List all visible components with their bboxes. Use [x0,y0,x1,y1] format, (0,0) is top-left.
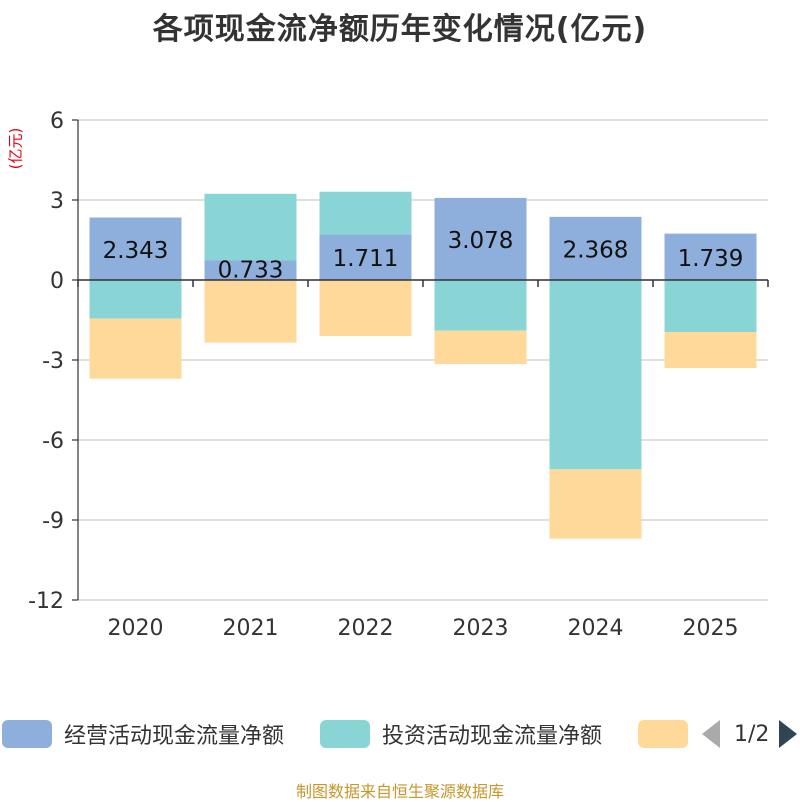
x-tick-label: 2020 [108,616,164,641]
bar-investing-2023 [434,280,527,331]
bars: 2.343 0.733 1.711 3.078 2.368 1.739 [89,191,757,539]
data-label-operating-2023: 3.078 [448,228,514,254]
y-tick-label: -3 [42,349,64,374]
bar-financing-2021 [204,280,297,343]
legend-swatch-operating [2,720,52,748]
bar-financing-2025 [664,332,757,368]
data-label-operating-2022: 1.711 [333,246,399,272]
next-page-icon[interactable] [779,720,798,748]
legend-label-investing: 投资活动现金流量净额 [382,724,603,749]
y-tick-label: -6 [42,429,64,454]
x-tick-label: 2022 [338,616,394,641]
bar-investing-2022 [319,191,412,235]
bar-investing-2024 [549,280,642,470]
prev-page-icon[interactable] [702,720,720,748]
x-tick-label: 2021 [223,616,279,641]
bar-operating-2025 [664,233,757,280]
x-tick-label: 2025 [683,616,739,641]
bar-investing-2020 [89,280,182,319]
data-source-note: 制图数据来自恒生聚源数据库 [295,782,504,801]
bar-operating-2023 [434,197,527,280]
bar-operating-2020 [89,217,182,280]
y-tick-label: 3 [50,189,64,214]
bar-operating-2021 [204,260,297,280]
data-label-operating-2021: 0.733 [218,257,284,283]
y-tick-label: 0 [50,269,64,294]
axes: 6 3 0 -3 -6 -9 -12 2020 2021 2022 2023 2024 2025 [28,109,769,641]
legend-item-operating[interactable]: 经营活动现金流量净额 [2,716,284,752]
data-label-operating-2025: 1.739 [678,246,744,272]
x-tick-label: 2024 [568,616,624,641]
legend-page-indicator: 1/2 [734,721,770,747]
bar-operating-2024 [549,216,642,280]
legend-label-operating: 经营活动现金流量净额 [64,724,285,749]
data-label-operating-2024: 2.368 [563,237,629,263]
legend: 经营活动现金流量净额 投资活动现金流量净额 [0,716,800,752]
y-tick-label: -12 [28,589,64,614]
bar-financing-2023 [434,330,527,364]
legend-pager: 1/2 [700,716,800,752]
data-label-operating-2020: 2.343 [103,238,169,264]
bar-operating-2022 [319,234,412,280]
legend-swatch-investing [320,720,370,748]
y-tick-label: -9 [42,509,64,534]
legend-item-financing[interactable] [638,716,688,752]
bar-financing-2022 [319,280,412,336]
bar-investing-2021 [204,193,297,261]
bar-investing-2025 [664,280,757,332]
bar-financing-2024 [549,469,642,539]
x-tick-label: 2023 [453,616,509,641]
bar-financing-2020 [89,318,182,379]
legend-item-investing[interactable]: 投资活动现金流量净额 [320,716,602,752]
chart-area: 2.343 0.733 1.711 3.078 2.368 1.739 6 3 0 -3 -6 -9… [28,109,769,641]
legend-swatch-financing [638,720,688,748]
y-tick-label: 6 [50,109,64,134]
chart-title: 各项现金流净额历年变化情况(亿元) [152,12,648,47]
